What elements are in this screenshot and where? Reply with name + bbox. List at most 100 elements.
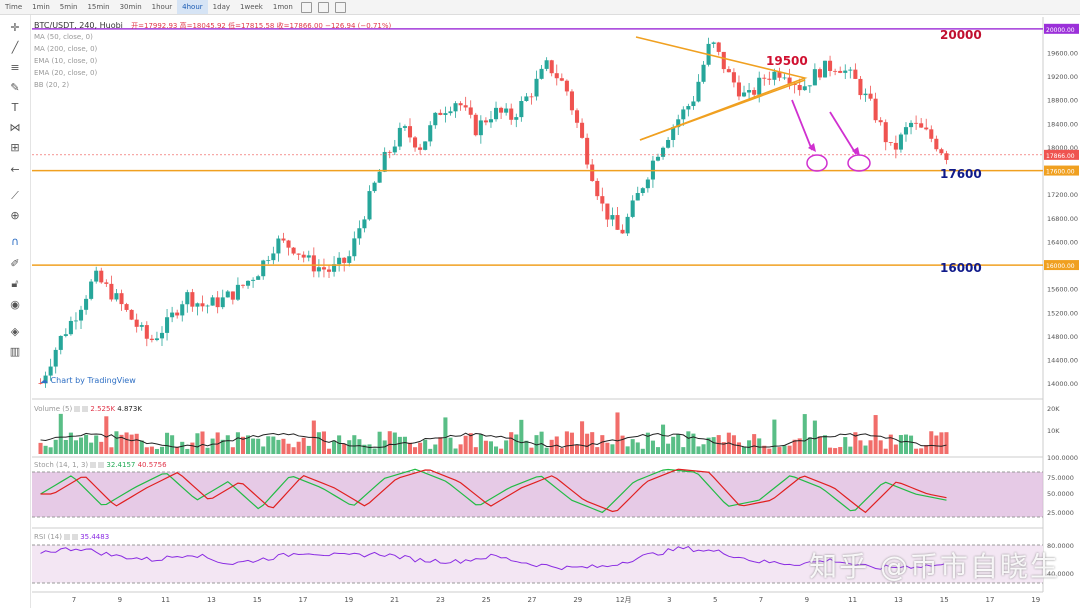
- timeframe-1hour[interactable]: 1hour: [151, 3, 173, 11]
- timeframe-1min[interactable]: 1min: [32, 3, 50, 11]
- layers-icon[interactable]: ◈: [10, 325, 20, 338]
- volume-bar: [898, 435, 903, 454]
- candle-body: [671, 127, 676, 140]
- candle-body: [883, 122, 888, 143]
- timeframe-1day[interactable]: 1day: [212, 3, 231, 11]
- volume-bar: [473, 447, 478, 454]
- lock-icon[interactable]: 🔓︎: [11, 277, 19, 290]
- volume-bar: [271, 436, 276, 454]
- volume-bar: [828, 447, 833, 454]
- rsi-band: [32, 545, 1043, 583]
- candle-body: [888, 142, 893, 143]
- pencil-lock-icon[interactable]: ✐: [10, 257, 20, 270]
- volume-bar: [883, 448, 888, 454]
- candle-body: [539, 68, 544, 79]
- magnet-icon[interactable]: ∩: [10, 235, 20, 248]
- price-tag: [1044, 149, 1079, 160]
- candle-body: [129, 309, 134, 320]
- price-tick-label: 19200.00: [1047, 73, 1078, 81]
- volume-bar: [888, 434, 893, 454]
- volume-bar: [63, 439, 68, 454]
- candle-body: [499, 107, 504, 113]
- date-tick-label: 13: [894, 596, 903, 604]
- volume-bar: [53, 439, 58, 454]
- volume-bar: [438, 437, 443, 454]
- volume-bar: [418, 442, 423, 454]
- crosshair-icon[interactable]: ✛: [10, 21, 20, 34]
- eye-icon[interactable]: ◉: [10, 298, 20, 311]
- fullscreen-icon[interactable]: [334, 1, 346, 13]
- candle-body: [58, 335, 63, 350]
- timeframe-15min[interactable]: 15min: [87, 3, 110, 11]
- zoom-icon[interactable]: ⊕: [10, 209, 20, 222]
- candle-body: [190, 292, 195, 307]
- compare-icon[interactable]: [317, 1, 329, 13]
- volume-bar: [458, 444, 463, 454]
- date-tick-label: 21: [390, 596, 399, 604]
- trash-icon[interactable]: ▥: [9, 345, 21, 358]
- tradingview-logo[interactable]: ☁ Chart by TradingView: [40, 376, 136, 385]
- candle-body: [306, 255, 311, 258]
- volume-bar: [84, 434, 89, 454]
- volume-bar: [807, 437, 812, 454]
- measure-icon[interactable]: ⊞: [10, 141, 20, 154]
- candle-body: [332, 264, 337, 272]
- volume-legend: Volume (5) 2.525K 4.873K: [34, 405, 142, 414]
- back-arrow-icon[interactable]: ←: [10, 163, 20, 176]
- volume-bar: [246, 435, 251, 454]
- timeframe-30min[interactable]: 30min: [119, 3, 142, 11]
- brush-icon[interactable]: ✎: [10, 81, 20, 94]
- volume-bar: [848, 446, 853, 454]
- price-tag-label: 17866.00: [1046, 153, 1075, 160]
- volume-bar: [924, 445, 929, 454]
- volume-bar: [433, 444, 438, 454]
- candle-body: [610, 215, 615, 220]
- stoch-k-line: [40, 468, 947, 514]
- legend-ohlc: 开=17992.93 高=18045.92 低=17815.58 收=17866…: [131, 22, 392, 30]
- candle-body: [230, 291, 235, 300]
- candle-body: [215, 297, 220, 308]
- candle-body: [924, 127, 929, 130]
- volume-v1: 2.525K: [90, 405, 116, 413]
- timeframe-4hour[interactable]: 4hour: [177, 0, 208, 14]
- volume-bar: [448, 437, 453, 454]
- candle-body: [787, 77, 792, 84]
- timeframe-Time[interactable]: Time: [5, 3, 23, 11]
- date-tick-label: 25: [482, 596, 491, 604]
- arrow-head-1: [808, 143, 816, 152]
- volume-bar: [392, 432, 397, 454]
- timeframe-1week[interactable]: 1week: [240, 3, 263, 11]
- volume-bar: [306, 445, 311, 454]
- rsi-line: [40, 545, 947, 571]
- volume-bar: [240, 436, 246, 454]
- candle-body: [828, 60, 833, 71]
- candle-body: [170, 312, 175, 318]
- candle-body: [716, 42, 721, 52]
- volume-bar: [944, 432, 949, 454]
- price-tick-label: 14800.00: [1047, 333, 1078, 341]
- stoch-tick-label: 75.0000: [1047, 474, 1074, 482]
- stoch-tick-label: 25.0000: [1047, 509, 1074, 517]
- candle-body: [124, 304, 129, 310]
- candle-body: [73, 320, 78, 322]
- ruler-icon[interactable]: ⟋: [11, 189, 19, 202]
- candle-body: [838, 70, 843, 73]
- settings-icon[interactable]: [300, 1, 312, 13]
- trendline-icon[interactable]: ╱: [11, 41, 19, 54]
- volume-bar: [873, 415, 878, 454]
- pattern-icon[interactable]: ⋈: [9, 121, 21, 134]
- price-tag-label: 16000.00: [1046, 263, 1075, 270]
- ma-legend-item: EMA (20, close, 0): [34, 69, 98, 77]
- candle-body: [235, 284, 240, 300]
- volume-bar: [741, 446, 747, 454]
- timeframe-1mon[interactable]: 1mon: [272, 3, 293, 11]
- candle-body: [802, 86, 807, 91]
- candle-body: [256, 276, 261, 280]
- volume-bar: [574, 444, 580, 454]
- volume-bar: [463, 435, 468, 454]
- timeframe-5min[interactable]: 5min: [59, 3, 78, 11]
- fib-icon[interactable]: ≡: [10, 61, 20, 74]
- text-icon[interactable]: T: [11, 101, 19, 114]
- candle-body: [387, 151, 392, 153]
